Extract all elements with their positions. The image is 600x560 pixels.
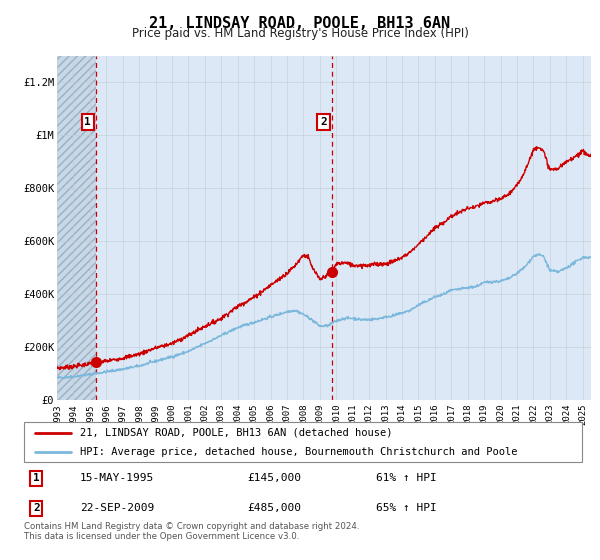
Text: HPI: Average price, detached house, Bournemouth Christchurch and Poole: HPI: Average price, detached house, Bour… (80, 447, 517, 457)
Text: 21, LINDSAY ROAD, POOLE, BH13 6AN: 21, LINDSAY ROAD, POOLE, BH13 6AN (149, 16, 451, 31)
FancyBboxPatch shape (24, 422, 582, 462)
Text: 65% ↑ HPI: 65% ↑ HPI (376, 503, 436, 514)
Text: 1: 1 (85, 117, 91, 127)
Text: Price paid vs. HM Land Registry's House Price Index (HPI): Price paid vs. HM Land Registry's House … (131, 27, 469, 40)
Text: Contains HM Land Registry data © Crown copyright and database right 2024.
This d: Contains HM Land Registry data © Crown c… (24, 522, 359, 542)
Text: 61% ↑ HPI: 61% ↑ HPI (376, 473, 436, 483)
Text: £485,000: £485,000 (247, 503, 301, 514)
Text: 2: 2 (320, 117, 327, 127)
Bar (57, 56, 96, 400)
Text: 1: 1 (33, 473, 40, 483)
Bar (57, 56, 96, 400)
Text: 2: 2 (33, 503, 40, 514)
Text: 22-SEP-2009: 22-SEP-2009 (80, 503, 154, 514)
Text: 21, LINDSAY ROAD, POOLE, BH13 6AN (detached house): 21, LINDSAY ROAD, POOLE, BH13 6AN (detac… (80, 428, 392, 437)
Text: 15-MAY-1995: 15-MAY-1995 (80, 473, 154, 483)
Text: £145,000: £145,000 (247, 473, 301, 483)
